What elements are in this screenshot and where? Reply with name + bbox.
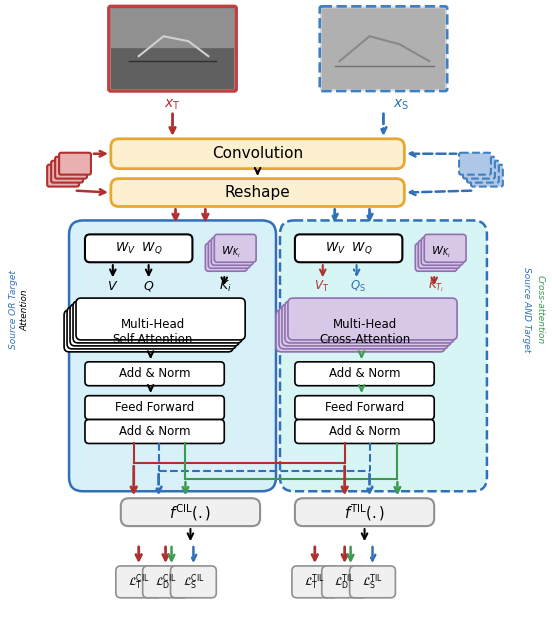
Text: Add & Norm: Add & Norm (119, 425, 190, 438)
FancyBboxPatch shape (73, 301, 242, 343)
Text: $f^\mathrm{CIL}(.)$: $f^\mathrm{CIL}(.)$ (169, 502, 211, 523)
FancyBboxPatch shape (85, 362, 224, 386)
FancyBboxPatch shape (121, 498, 260, 526)
Text: $W_V$  $W_Q$: $W_V$ $W_Q$ (115, 241, 162, 256)
Text: Add & Norm: Add & Norm (119, 367, 190, 380)
Text: $W_V$  $W_Q$: $W_V$ $W_Q$ (325, 241, 373, 256)
FancyBboxPatch shape (322, 566, 368, 598)
FancyBboxPatch shape (418, 240, 460, 268)
FancyBboxPatch shape (111, 139, 405, 169)
Text: $\mathcal{L}_\mathrm{S}^\mathrm{TIL}$: $\mathcal{L}_\mathrm{S}^\mathrm{TIL}$ (362, 572, 383, 592)
FancyBboxPatch shape (463, 157, 495, 178)
Text: Reshape: Reshape (225, 185, 290, 200)
FancyBboxPatch shape (205, 243, 247, 271)
Text: Convolution: Convolution (212, 146, 303, 161)
FancyBboxPatch shape (142, 566, 188, 598)
Text: Source AND Target: Source AND Target (522, 268, 531, 352)
FancyBboxPatch shape (292, 566, 338, 598)
Text: $\mathcal{L}_\mathrm{D}^\mathrm{CIL}$: $\mathcal{L}_\mathrm{D}^\mathrm{CIL}$ (155, 572, 177, 592)
Text: $\mathcal{L}_\mathrm{T}^\mathrm{TIL}$: $\mathcal{L}_\mathrm{T}^\mathrm{TIL}$ (304, 572, 325, 592)
Text: $K_{T_i}$: $K_{T_i}$ (428, 278, 444, 295)
FancyBboxPatch shape (279, 307, 448, 349)
Text: $V_\mathrm{T}$: $V_\mathrm{T}$ (314, 279, 330, 293)
FancyBboxPatch shape (111, 8, 234, 89)
FancyBboxPatch shape (211, 238, 253, 265)
Text: $W_{K_i}$: $W_{K_i}$ (431, 245, 451, 260)
FancyBboxPatch shape (55, 157, 87, 178)
Text: Feed Forward: Feed Forward (325, 401, 404, 414)
FancyBboxPatch shape (467, 160, 499, 182)
Text: $f^\mathrm{TIL}(.)$: $f^\mathrm{TIL}(.)$ (344, 502, 385, 523)
FancyBboxPatch shape (208, 240, 250, 268)
Text: Attention: Attention (21, 290, 30, 331)
Text: $\mathcal{L}_\mathrm{T}^\mathrm{CIL}$: $\mathcal{L}_\mathrm{T}^\mathrm{CIL}$ (128, 572, 150, 592)
FancyBboxPatch shape (111, 178, 405, 207)
Text: Add & Norm: Add & Norm (329, 425, 400, 438)
FancyBboxPatch shape (64, 310, 233, 352)
FancyBboxPatch shape (85, 420, 224, 444)
Text: Add & Norm: Add & Norm (329, 367, 400, 380)
Text: $x_\mathrm{T}$: $x_\mathrm{T}$ (164, 98, 181, 112)
FancyBboxPatch shape (285, 301, 454, 343)
Text: Source OR Target: Source OR Target (9, 271, 18, 349)
FancyBboxPatch shape (295, 395, 434, 420)
FancyBboxPatch shape (322, 8, 445, 89)
FancyBboxPatch shape (59, 153, 91, 175)
FancyBboxPatch shape (85, 234, 193, 262)
FancyBboxPatch shape (85, 395, 224, 420)
FancyBboxPatch shape (295, 498, 434, 526)
FancyBboxPatch shape (349, 566, 395, 598)
Text: Cross-attention: Cross-attention (535, 275, 544, 345)
FancyBboxPatch shape (320, 6, 447, 91)
Text: $x_\mathrm{S}$: $x_\mathrm{S}$ (393, 98, 410, 112)
FancyBboxPatch shape (471, 165, 503, 187)
FancyBboxPatch shape (111, 8, 234, 48)
Text: $Q_\mathrm{S}$: $Q_\mathrm{S}$ (349, 279, 365, 293)
FancyBboxPatch shape (288, 298, 457, 340)
FancyBboxPatch shape (116, 566, 162, 598)
FancyBboxPatch shape (214, 234, 256, 262)
FancyBboxPatch shape (70, 304, 239, 346)
FancyBboxPatch shape (51, 160, 83, 182)
FancyBboxPatch shape (459, 153, 491, 175)
FancyBboxPatch shape (421, 238, 463, 265)
FancyBboxPatch shape (282, 304, 451, 346)
FancyBboxPatch shape (424, 234, 466, 262)
Text: $W_{K_i}$: $W_{K_i}$ (221, 245, 241, 260)
Text: Multi-Head
Cross-Attention: Multi-Head Cross-Attention (319, 318, 410, 346)
Text: $Q$: $Q$ (143, 279, 155, 293)
Text: $V$: $V$ (107, 280, 119, 293)
Text: $\mathcal{L}_\mathrm{S}^\mathrm{CIL}$: $\mathcal{L}_\mathrm{S}^\mathrm{CIL}$ (183, 572, 204, 592)
FancyBboxPatch shape (76, 298, 245, 340)
FancyBboxPatch shape (67, 307, 236, 349)
Text: $K_i$: $K_i$ (219, 279, 231, 293)
FancyBboxPatch shape (415, 243, 457, 271)
FancyBboxPatch shape (295, 420, 434, 444)
Text: Multi-Head
Self-Attention: Multi-Head Self-Attention (113, 318, 193, 346)
FancyBboxPatch shape (295, 234, 402, 262)
FancyBboxPatch shape (109, 6, 236, 91)
FancyBboxPatch shape (69, 220, 276, 491)
FancyBboxPatch shape (276, 310, 445, 352)
FancyBboxPatch shape (47, 165, 79, 187)
FancyBboxPatch shape (280, 220, 487, 491)
FancyBboxPatch shape (295, 362, 434, 386)
FancyBboxPatch shape (171, 566, 216, 598)
Text: $\mathcal{L}_\mathrm{D}^\mathrm{TIL}$: $\mathcal{L}_\mathrm{D}^\mathrm{TIL}$ (334, 572, 355, 592)
Text: Feed Forward: Feed Forward (115, 401, 194, 414)
